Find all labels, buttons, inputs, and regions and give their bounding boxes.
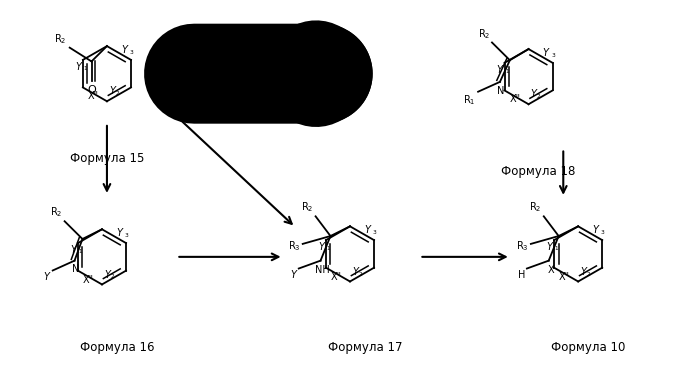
Text: X": X" xyxy=(510,94,521,104)
Text: $_3$: $_3$ xyxy=(372,228,378,237)
Text: $_1$: $_1$ xyxy=(505,67,510,76)
Text: Y: Y xyxy=(580,266,586,277)
Text: R$_2$: R$_2$ xyxy=(54,32,67,46)
Text: X": X" xyxy=(559,272,570,281)
Text: R$_3$: R$_3$ xyxy=(288,239,301,253)
Text: Y: Y xyxy=(75,62,81,72)
Text: Y: Y xyxy=(44,272,50,283)
Text: N: N xyxy=(497,86,505,96)
Text: NH: NH xyxy=(315,265,330,274)
Text: Формула 15: Формула 15 xyxy=(70,153,144,165)
Text: $_3$: $_3$ xyxy=(551,51,556,60)
Text: Y: Y xyxy=(318,242,324,252)
Text: $_3$: $_3$ xyxy=(129,48,135,57)
Text: $_3$: $_3$ xyxy=(600,228,606,237)
Text: O: O xyxy=(87,85,96,95)
Text: $_2$: $_2$ xyxy=(537,92,542,101)
Text: R$_2$: R$_2$ xyxy=(301,201,313,214)
Text: X": X" xyxy=(331,272,342,281)
Text: X": X" xyxy=(83,274,94,285)
Text: R$_2$: R$_2$ xyxy=(529,201,542,214)
Text: Y: Y xyxy=(542,48,549,58)
Text: $_2$: $_2$ xyxy=(115,89,120,98)
Text: Y: Y xyxy=(530,89,537,99)
Text: $_1$: $_1$ xyxy=(78,247,83,256)
Text: Формула 10: Формула 10 xyxy=(551,341,625,354)
Text: Y: Y xyxy=(109,86,115,96)
Text: R$_2$: R$_2$ xyxy=(50,205,63,219)
Text: N: N xyxy=(72,264,79,274)
Text: X: X xyxy=(547,265,554,274)
Text: Y: Y xyxy=(291,270,297,280)
Text: $_2$: $_2$ xyxy=(358,269,363,279)
Text: Формула 17: Формула 17 xyxy=(327,341,402,354)
Text: Y: Y xyxy=(104,269,110,280)
Text: R$_2$: R$_2$ xyxy=(477,27,490,41)
Text: $_1$: $_1$ xyxy=(83,64,88,73)
Text: Y: Y xyxy=(592,225,598,235)
Text: Формула 18: Формула 18 xyxy=(501,165,576,178)
Text: H: H xyxy=(517,270,525,280)
Text: Y: Y xyxy=(70,245,76,255)
Text: R$_1$: R$_1$ xyxy=(463,94,475,108)
Text: Y: Y xyxy=(496,65,503,75)
Text: R$_3$: R$_3$ xyxy=(517,239,529,253)
Text: $_3$: $_3$ xyxy=(124,231,129,240)
Text: $_2$: $_2$ xyxy=(110,272,115,281)
Text: Y: Y xyxy=(546,242,552,252)
Text: $_1$: $_1$ xyxy=(554,244,559,253)
Text: $_2$: $_2$ xyxy=(586,269,591,279)
Text: X": X" xyxy=(88,92,99,101)
Text: $_1$: $_1$ xyxy=(326,244,331,253)
Text: Y: Y xyxy=(121,45,127,55)
Text: Формула 16: Формула 16 xyxy=(80,341,154,354)
Text: Y: Y xyxy=(364,225,370,235)
Text: Y: Y xyxy=(116,228,122,238)
Text: Y: Y xyxy=(352,266,358,277)
